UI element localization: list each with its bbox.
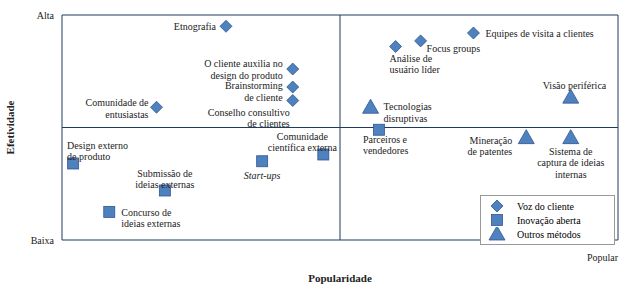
svg-text:Baixa: Baixa (31, 235, 55, 246)
svg-text:Mineraçãode patentes: Mineraçãode patentes (468, 135, 513, 158)
svg-text:Parceiros evendedores: Parceiros evendedores (363, 134, 409, 157)
svg-text:Tecnologiasdisruptivas: Tecnologiasdisruptivas (384, 101, 432, 124)
svg-text:Comunidadecientífica externa: Comunidadecientífica externa (268, 131, 338, 154)
svg-text:Popularidade: Popularidade (308, 272, 372, 284)
svg-text:Equipes de visita a clientes: Equipes de visita a clientes (485, 28, 593, 39)
html-text:Voz do cliente: Voz do cliente (517, 200, 574, 212)
html-text:Outros métodos: Outros métodos (517, 228, 581, 240)
svg-text:Submissão deideias externas: Submissão deideias externas (135, 168, 194, 191)
svg-text:Alta: Alta (37, 10, 55, 21)
svg-text:Visão periférica: Visão periférica (543, 80, 607, 91)
svg-text:Brainstormingde cliente: Brainstormingde cliente (225, 80, 283, 103)
svg-text:Design externode produto: Design externode produto (67, 140, 128, 163)
svg-text:Popular: Popular (587, 252, 619, 263)
svg-text:Conselho consultivode clientes: Conselho consultivode clientes (208, 107, 290, 130)
svg-text:O cliente auxilia nodesign do: O cliente auxilia nodesign do produto (204, 58, 283, 81)
svg-text:Efetividade: Efetividade (8, 100, 16, 154)
svg-text:Sistema decaptura de ideiasint: Sistema decaptura de ideiasinternas (537, 146, 604, 180)
svg-text:Focus groups: Focus groups (427, 43, 481, 54)
svg-text:Análise deusuário líder: Análise deusuário líder (390, 53, 441, 76)
svg-text:Etnografia: Etnografia (174, 21, 217, 32)
svg-text:Comunidade deentusiastas: Comunidade deentusiastas (85, 97, 149, 120)
svg-text:Start-ups: Start-ups (244, 170, 281, 181)
svg-text:Concurso deideias externas: Concurso deideias externas (121, 207, 180, 230)
html-text:Inovação aberta: Inovação aberta (517, 214, 581, 226)
